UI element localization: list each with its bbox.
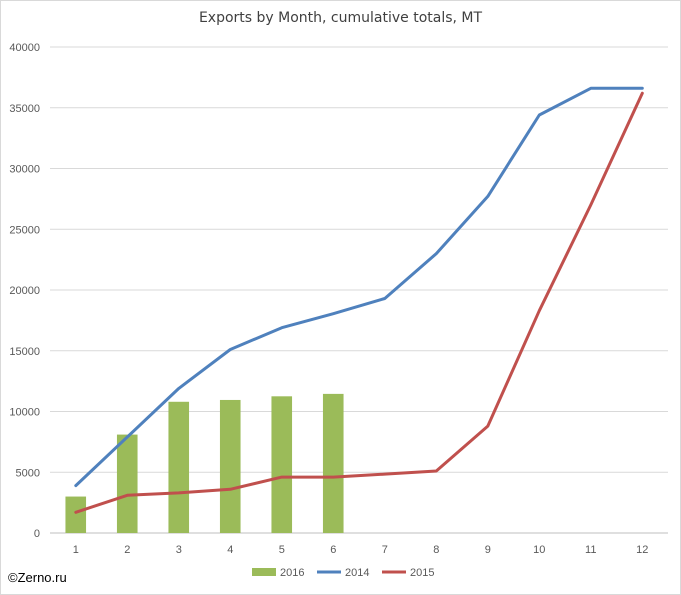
legend-label-2016: 2016 [280,567,304,579]
legend-label-2015: 2015 [410,567,434,579]
bar-2016 [271,396,293,533]
x-tick-label: 7 [382,544,388,556]
x-tick-label: 8 [433,544,439,556]
x-tick-label: 5 [279,544,285,556]
y-tick-label: 30000 [9,164,40,176]
line-series [74,86,644,514]
x-tick-label: 11 [585,544,596,556]
y-tick-label: 5000 [16,467,40,479]
y-tick-label: 35000 [9,103,40,115]
x-tick-label: 1 [73,544,79,556]
x-tick-label: 2 [124,544,130,556]
x-tick-label: 3 [176,544,182,556]
y-tick-label: 10000 [9,407,40,419]
y-tick-label: 15000 [9,346,40,358]
gridlines [50,46,668,534]
legend-swatch-2016 [252,568,276,576]
x-axis-ticks: 1 2 3 4 5 6 7 8 9 10 11 12 [73,544,649,556]
y-tick-label: 25000 [9,224,40,236]
y-axis-ticks: 0 5000 10000 15000 20000 25000 30000 35000 40000 [9,42,40,540]
line-2015 [74,91,644,514]
x-tick-label: 12 [636,544,648,556]
x-tick-label: 6 [330,544,336,556]
source-label: ©Zerno.ru [8,570,67,585]
bar-2016 [65,496,87,533]
x-tick-label: 10 [533,544,545,556]
y-tick-label: 20000 [9,285,40,297]
chart-title: Exports by Month, cumulative totals, MT [198,10,483,26]
bar-series [65,393,344,533]
bar-2016 [168,401,190,533]
line-2014 [74,86,644,488]
bar-2016 [116,434,138,533]
x-tick-label: 9 [485,544,491,556]
y-tick-label: 0 [34,528,40,540]
legend-label-2014: 2014 [345,567,369,579]
bar-2016 [219,399,241,533]
x-tick-label: 4 [227,544,233,556]
y-tick-label: 40000 [9,42,40,54]
bar-2016 [322,393,344,533]
legend: 2016 2014 2015 [252,567,434,579]
